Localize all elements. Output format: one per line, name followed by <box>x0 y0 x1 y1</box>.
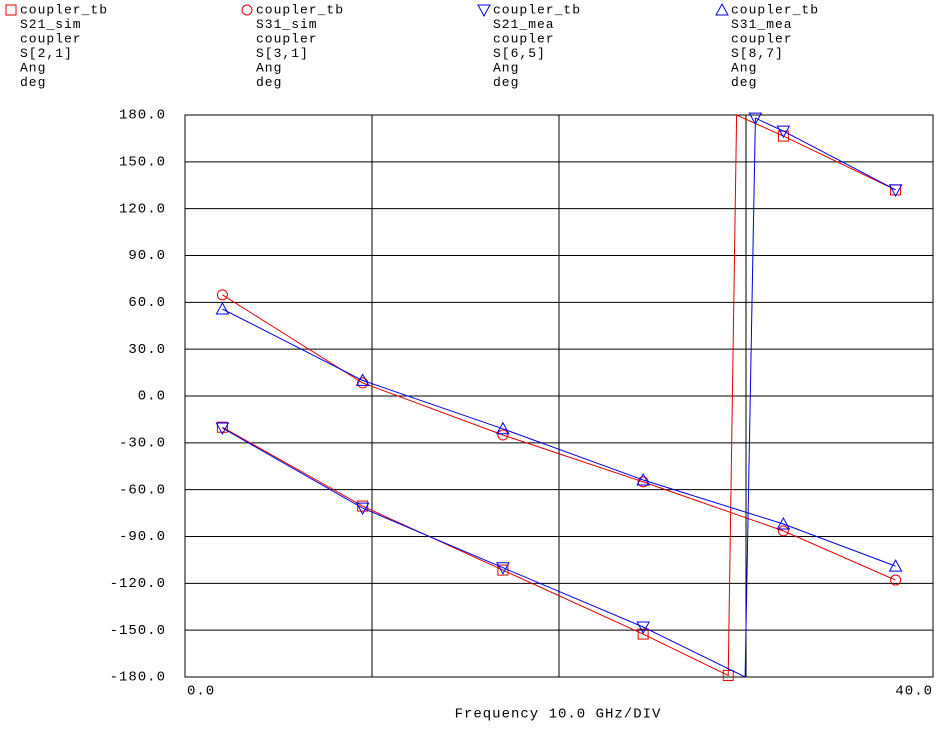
y-tick-label: -180.0 <box>110 670 166 686</box>
x-tick-label: 40.0 <box>895 684 933 700</box>
legend-text: coupler <box>493 31 555 46</box>
marker <box>637 628 649 640</box>
marker <box>497 429 509 441</box>
legend-text: S31_sim <box>256 17 318 32</box>
series-line <box>222 308 896 567</box>
y-tick-label: 90.0 <box>128 248 166 264</box>
y-tick-label: -30.0 <box>119 436 166 452</box>
legend-text: coupler <box>256 31 318 46</box>
y-tick-label: 0.0 <box>138 389 166 405</box>
marker <box>748 112 763 126</box>
marker <box>722 669 734 681</box>
marker <box>496 562 510 575</box>
y-tick-label: 180.0 <box>119 108 166 124</box>
legend-text: deg <box>20 75 46 90</box>
legend-text: S31_mea <box>731 17 793 32</box>
legend-text: coupler <box>731 31 793 46</box>
legend-text: Ang <box>731 60 757 75</box>
y-tick-label: 120.0 <box>119 201 166 217</box>
marker <box>477 4 491 18</box>
legend-text: deg <box>493 75 519 90</box>
legend-text: S[8,7] <box>731 46 784 61</box>
legend-text: coupler_tb <box>731 2 819 17</box>
marker <box>888 184 903 197</box>
marker <box>888 559 903 572</box>
legend-text: coupler <box>20 31 82 46</box>
y-tick-label: -150.0 <box>110 623 166 639</box>
legend-text: Ang <box>20 60 46 75</box>
marker <box>715 2 729 16</box>
legend-text: Ang <box>493 60 519 75</box>
y-tick-label: -60.0 <box>119 482 166 498</box>
marker <box>357 500 369 512</box>
legend-text: S[2,1] <box>20 46 73 61</box>
marker <box>890 574 902 586</box>
legend-text: S[6,5] <box>493 46 546 61</box>
legend-text: coupler_tb <box>493 2 581 17</box>
marker <box>636 621 650 635</box>
y-tick-label: -90.0 <box>119 529 166 545</box>
legend-text: Ang <box>256 60 282 75</box>
legend-text: deg <box>256 75 282 90</box>
marker <box>215 422 230 436</box>
x-tick-label: 0.0 <box>187 684 215 700</box>
legend-text: deg <box>731 75 757 90</box>
marker <box>215 302 230 315</box>
legend: coupler_tbS21_simcouplerS[2,1]Angdegcoup… <box>5 2 819 90</box>
marker <box>355 373 370 386</box>
legend-text: S21_mea <box>493 17 555 32</box>
series-line <box>222 114 896 677</box>
marker <box>776 516 791 530</box>
y-tick-label: 60.0 <box>128 295 166 311</box>
marker <box>776 125 791 139</box>
legend-text: S[3,1] <box>256 46 309 61</box>
x-axis-label: Frequency 10.0 GHz/DIV <box>455 707 662 723</box>
legend-text: coupler_tb <box>20 2 108 17</box>
marker <box>636 472 650 486</box>
legend-text: coupler_tb <box>256 2 344 17</box>
marker <box>216 289 228 301</box>
y-tick-label: -120.0 <box>110 576 166 592</box>
y-tick-label: 30.0 <box>128 342 166 358</box>
y-tick-label: 150.0 <box>119 155 166 171</box>
marker <box>241 4 253 16</box>
marker <box>5 4 17 16</box>
marker <box>496 421 510 435</box>
legend-text: S21_sim <box>20 17 82 32</box>
marker <box>777 525 789 537</box>
marker <box>355 502 370 516</box>
marker <box>216 421 228 433</box>
